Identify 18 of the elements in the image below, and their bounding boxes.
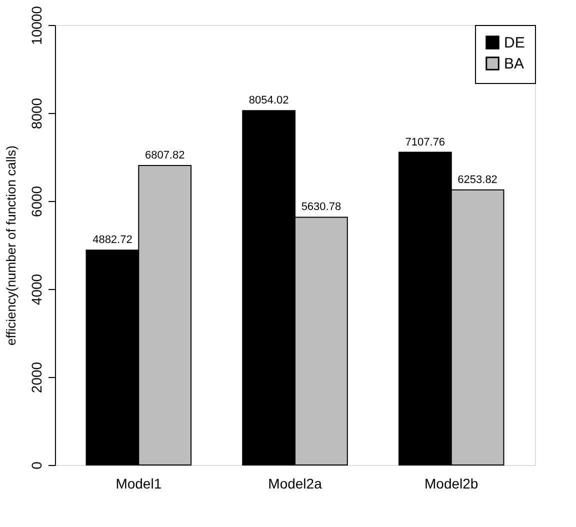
- x-tick-label: Model2a: [268, 476, 322, 492]
- y-axis-title: efficiency(number of function calls): [4, 146, 18, 346]
- x-tick-label: Model2b: [424, 476, 478, 492]
- y-tick-label: 8000: [28, 98, 44, 130]
- data-label: 6807.82: [144, 149, 185, 162]
- y-tick-label: 10000: [28, 6, 44, 45]
- legend-label: DE: [504, 34, 525, 52]
- y-tick-label: 4000: [28, 274, 44, 306]
- data-label: 6253.82: [458, 174, 498, 186]
- y-tick-label: 2000: [28, 362, 44, 394]
- y-tick-label: 6000: [28, 186, 44, 218]
- legend-label: BA: [504, 56, 524, 72]
- data-label: 4882.72: [92, 234, 132, 246]
- data-label: 7107.76: [405, 136, 446, 148]
- x-tick-label: Model1: [116, 476, 162, 492]
- data-label: 8054.02: [248, 94, 289, 107]
- y-tick-label: 0: [28, 461, 44, 470]
- data-label: 5630.78: [301, 201, 342, 214]
